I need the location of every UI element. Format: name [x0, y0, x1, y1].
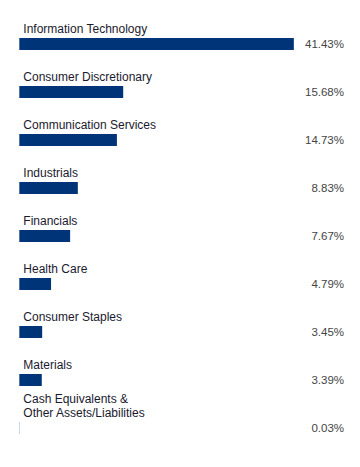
svg-text:14.73%: 14.73% [305, 134, 344, 146]
svg-text:41.43%: 41.43% [305, 38, 344, 50]
svg-text:Cash Equivalents &Other Assets: Cash Equivalents &Other Assets/Liabiliti… [23, 392, 144, 420]
svg-text:Information Technology: Information Technology [23, 22, 147, 36]
svg-text:Health Care: Health Care [23, 262, 87, 276]
svg-text:Consumer Staples: Consumer Staples [23, 310, 122, 324]
svg-text:Materials: Materials [23, 358, 72, 372]
svg-text:15.68%: 15.68% [305, 86, 344, 98]
svg-text:3.39%: 3.39% [311, 374, 344, 386]
svg-text:8.83%: 8.83% [311, 182, 344, 194]
svg-text:0.03%: 0.03% [311, 422, 344, 434]
svg-text:3.45%: 3.45% [311, 326, 344, 338]
svg-text:Communication Services: Communication Services [23, 118, 156, 132]
svg-text:Consumer Discretionary: Consumer Discretionary [23, 70, 152, 84]
svg-text:Industrials: Industrials [23, 166, 78, 180]
svg-text:4.79%: 4.79% [311, 278, 344, 290]
svg-text:7.67%: 7.67% [311, 230, 344, 242]
svg-text:Financials: Financials [23, 214, 77, 228]
